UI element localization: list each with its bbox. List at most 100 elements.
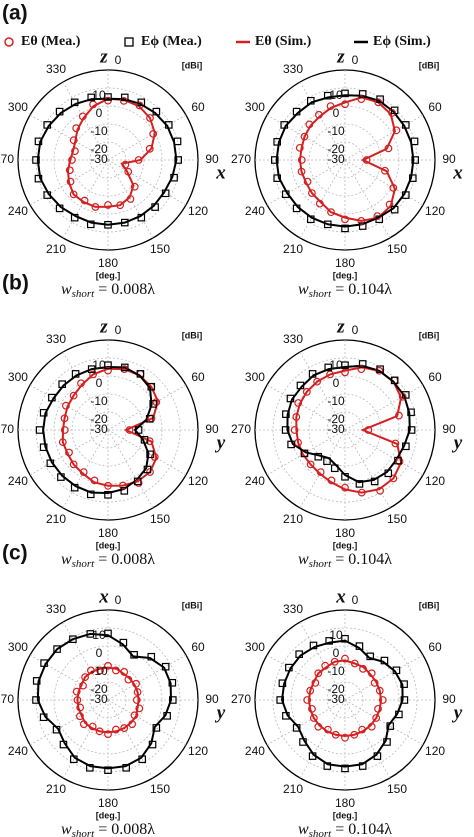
caption: wshort = 0.008λ xyxy=(61,821,155,837)
r-tick-label: -20 xyxy=(90,682,108,696)
measured-point xyxy=(90,476,99,485)
measured-point xyxy=(282,712,290,720)
measured-point xyxy=(297,167,306,176)
theta-tick-label: 210 xyxy=(283,242,303,256)
grid-spoke xyxy=(344,699,424,746)
theta-tick-label: 240 xyxy=(245,474,265,488)
measured-point xyxy=(392,666,401,675)
measured-point xyxy=(32,696,40,704)
r-tick-label: 10 xyxy=(329,628,343,642)
measured-point xyxy=(138,755,147,764)
caption-subscript: short xyxy=(309,828,333,837)
r-unit: [dBi] xyxy=(419,60,440,70)
caption-text: = 0.008λ xyxy=(98,551,155,568)
theta-tick-label: 0 xyxy=(115,593,122,607)
theta-tick-label: 330 xyxy=(283,62,303,76)
axis-label-top: z xyxy=(336,316,345,337)
measured-point xyxy=(392,126,401,135)
sim-curve xyxy=(61,367,159,487)
r-tick-label: 10 xyxy=(92,88,106,102)
grid-ring xyxy=(308,393,382,467)
r-tick-label: -10 xyxy=(327,664,345,678)
measured-point xyxy=(400,680,408,688)
measured-point xyxy=(34,137,43,146)
measured-point xyxy=(341,654,349,663)
measured-point xyxy=(130,182,139,191)
measured-point xyxy=(273,174,281,182)
caption-subscript: short xyxy=(309,558,333,570)
measured-point xyxy=(394,411,403,420)
measured-point xyxy=(143,465,152,474)
grid-spoke xyxy=(107,384,187,431)
measured-point xyxy=(384,469,393,478)
theta-tick-label: 240 xyxy=(8,744,28,758)
measured-point xyxy=(308,752,317,760)
measured-point xyxy=(173,137,182,146)
measured-point xyxy=(400,696,409,704)
measured-point xyxy=(68,156,76,164)
caption: wshort = 0.104λ xyxy=(298,821,392,837)
theta-tick-label: 90 xyxy=(442,152,456,166)
measured-point xyxy=(300,449,309,458)
theta-tick-label: 240 xyxy=(8,474,28,488)
r-tick-label: -30 xyxy=(90,422,108,436)
r-tick-label: -30 xyxy=(327,152,345,166)
r-tick-label: 10 xyxy=(92,358,106,372)
axis-label-top: x xyxy=(98,586,109,607)
theta-unit: [deg.] xyxy=(96,270,121,280)
measured-point xyxy=(128,720,137,729)
caption-subscript: short xyxy=(72,828,96,837)
grid-ring xyxy=(89,141,127,179)
measured-point xyxy=(148,740,157,749)
measured-point xyxy=(137,213,146,222)
measured-point xyxy=(366,652,375,661)
measured-point xyxy=(327,208,335,217)
measured-point xyxy=(91,203,100,211)
measured-point xyxy=(385,200,394,209)
caption: wshort = 0.008λ xyxy=(61,281,155,300)
measured-point xyxy=(71,370,80,378)
measured-point xyxy=(386,722,395,730)
measured-point xyxy=(34,174,43,183)
grid-spoke xyxy=(62,699,109,779)
caption-subscript: short xyxy=(72,558,96,570)
measured-point xyxy=(341,361,349,370)
theta-tick-label: 0 xyxy=(352,53,359,67)
measured-point xyxy=(120,93,129,102)
grid-spoke xyxy=(29,429,109,476)
theta-tick-label: 270 xyxy=(231,422,251,436)
measured-point xyxy=(292,724,301,732)
measured-point xyxy=(306,686,315,695)
measured-point xyxy=(308,189,316,197)
r-unit: [dBi] xyxy=(182,600,203,610)
measured-point xyxy=(375,215,384,224)
sim-curve xyxy=(286,364,411,484)
measured-point xyxy=(358,90,367,98)
theta-tick-label: 180 xyxy=(335,256,355,270)
axis-label-right: x xyxy=(452,162,463,183)
measured-point xyxy=(72,124,81,133)
theta-unit: [deg.] xyxy=(96,810,121,820)
measured-point xyxy=(407,408,415,417)
theta-tick-label: 210 xyxy=(46,782,66,796)
measured-point xyxy=(309,714,318,722)
theta-tick-label: 180 xyxy=(98,796,118,810)
measured-point xyxy=(411,156,420,164)
measured-point xyxy=(350,659,359,668)
measured-point xyxy=(358,360,367,368)
measured-point xyxy=(315,199,324,208)
measured-point xyxy=(163,712,171,720)
grid-spoke xyxy=(62,81,109,161)
axis-label-right: x xyxy=(215,162,226,183)
r-tick-label: 0 xyxy=(333,376,340,390)
measured-point xyxy=(308,704,316,713)
measured-point xyxy=(306,460,315,469)
measured-point xyxy=(341,89,349,98)
theta-tick-label: 120 xyxy=(425,204,445,218)
measured-point xyxy=(389,183,398,192)
theta-tick-label: 0 xyxy=(115,53,122,67)
grid-spoke xyxy=(344,159,424,206)
measured-point xyxy=(292,107,301,116)
grid-spoke xyxy=(299,351,346,431)
measured-point xyxy=(303,696,312,704)
